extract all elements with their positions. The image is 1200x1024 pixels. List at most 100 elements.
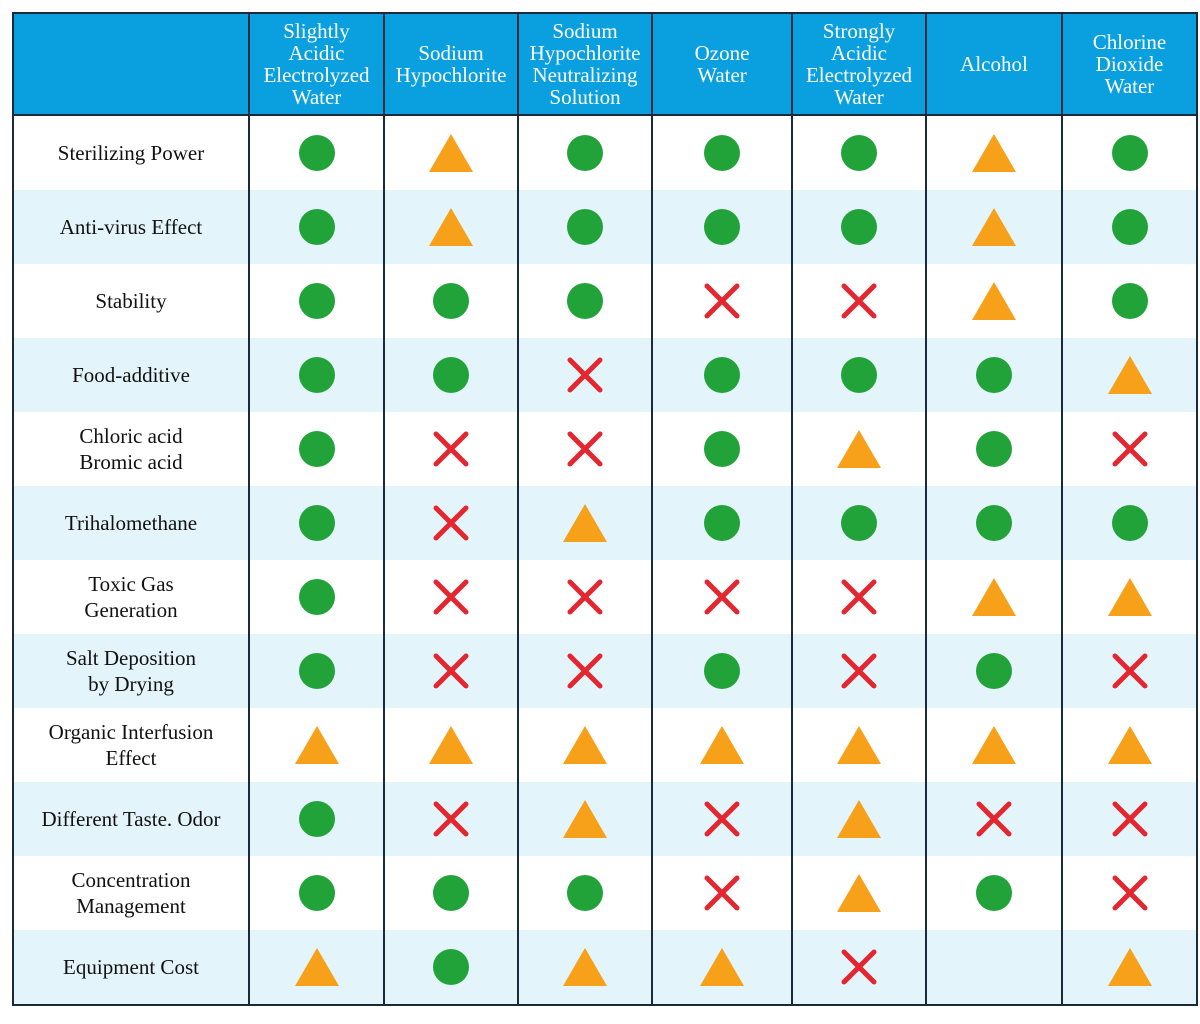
circle-mark-icon (975, 356, 1013, 394)
rating-cell (383, 338, 519, 412)
triangle-mark-icon (562, 799, 608, 839)
cross-mark-icon (1111, 652, 1149, 690)
rating-cell (925, 412, 1063, 486)
rating-cell (925, 708, 1063, 782)
rating-cell (248, 115, 385, 190)
column-header-label: Slightly Acidic Electrolyzed Water (263, 19, 370, 109)
table-row: Concentration Management (12, 856, 1198, 930)
rating-cell (383, 782, 519, 856)
cross-mark-icon (975, 800, 1013, 838)
table-body: Sterilizing Power Anti-virus Effect Stabil… (12, 115, 1198, 1006)
table-row: Trihalomethane (12, 486, 1198, 560)
column-header: Sodium Hypochlorite Neutralizing Solutio… (517, 12, 653, 116)
circle-mark-icon (298, 874, 336, 912)
column-header-label: Ozone Water (694, 41, 750, 87)
rating-cell (651, 560, 793, 634)
circle-mark-icon (298, 208, 336, 246)
rating-cell (791, 856, 927, 930)
cross-mark-icon (840, 948, 878, 986)
row-label: Equipment Cost (12, 930, 250, 1006)
circle-mark-icon (1111, 134, 1149, 172)
row-label: Toxic Gas Generation (12, 560, 250, 634)
cross-mark-icon (566, 652, 604, 690)
triangle-mark-icon (971, 577, 1017, 617)
circle-mark-icon (566, 208, 604, 246)
triangle-mark-icon (971, 281, 1017, 321)
column-header-label: Sodium Hypochlorite (395, 41, 507, 87)
circle-mark-icon (703, 208, 741, 246)
triangle-mark-icon (699, 947, 745, 987)
rating-cell (791, 560, 927, 634)
circle-mark-icon (975, 874, 1013, 912)
circle-mark-icon (1111, 208, 1149, 246)
rating-cell (925, 856, 1063, 930)
rating-cell (651, 412, 793, 486)
rating-cell (651, 190, 793, 264)
circle-mark-icon (432, 948, 470, 986)
rating-cell (1061, 782, 1198, 856)
circle-mark-icon (703, 356, 741, 394)
rating-cell (517, 856, 653, 930)
rating-cell (791, 412, 927, 486)
cross-mark-icon (703, 874, 741, 912)
cross-mark-icon (840, 578, 878, 616)
rating-cell (383, 190, 519, 264)
rating-cell (517, 486, 653, 560)
triangle-mark-icon (836, 799, 882, 839)
header-row: Slightly Acidic Electrolyzed Water Sodiu… (12, 12, 1198, 116)
rating-cell (517, 560, 653, 634)
triangle-mark-icon (836, 429, 882, 469)
rating-cell (248, 856, 385, 930)
cross-mark-icon (1111, 874, 1149, 912)
rating-cell (383, 486, 519, 560)
rating-cell (517, 634, 653, 708)
rating-cell (248, 264, 385, 338)
circle-mark-icon (703, 652, 741, 690)
table-row: Chloric acid Bromic acid (12, 412, 1198, 486)
rating-cell (791, 190, 927, 264)
rating-cell (925, 560, 1063, 634)
rating-cell (248, 782, 385, 856)
rating-cell (651, 708, 793, 782)
rating-cell (651, 486, 793, 560)
rating-cell (517, 412, 653, 486)
circle-mark-icon (840, 208, 878, 246)
triangle-mark-icon (971, 207, 1017, 247)
row-label: Chloric acid Bromic acid (12, 412, 250, 486)
rating-cell (651, 634, 793, 708)
rating-cell (791, 782, 927, 856)
triangle-mark-icon (562, 947, 608, 987)
column-header-label: Sodium Hypochlorite Neutralizing Solutio… (529, 19, 641, 109)
rating-cell (383, 264, 519, 338)
row-label: Sterilizing Power (12, 115, 250, 190)
comparison-table: Slightly Acidic Electrolyzed Water Sodiu… (12, 12, 1198, 1006)
rating-cell (791, 264, 927, 338)
rating-cell (791, 708, 927, 782)
rating-cell (383, 856, 519, 930)
rating-cell (791, 634, 927, 708)
rating-cell (248, 930, 385, 1006)
table-row: Organic Interfusion Effect (12, 708, 1198, 782)
rating-cell (383, 560, 519, 634)
rating-cell (517, 930, 653, 1006)
rating-cell (1061, 930, 1198, 1006)
triangle-mark-icon (294, 725, 340, 765)
rating-cell (1061, 634, 1198, 708)
circle-mark-icon (975, 652, 1013, 690)
cross-mark-icon (840, 652, 878, 690)
rating-cell (791, 486, 927, 560)
circle-mark-icon (432, 356, 470, 394)
rating-cell (1061, 264, 1198, 338)
column-header-label: Chlorine Dioxide Water (1092, 30, 1167, 98)
row-label: Concentration Management (12, 856, 250, 930)
triangle-mark-icon (562, 725, 608, 765)
rating-cell (651, 338, 793, 412)
triangle-mark-icon (699, 725, 745, 765)
rating-cell (925, 930, 1063, 1006)
circle-mark-icon (298, 430, 336, 468)
row-label: Salt Deposition by Drying (12, 634, 250, 708)
cross-mark-icon (1111, 430, 1149, 468)
triangle-mark-icon (971, 133, 1017, 173)
rating-cell (383, 930, 519, 1006)
rating-cell (925, 782, 1063, 856)
